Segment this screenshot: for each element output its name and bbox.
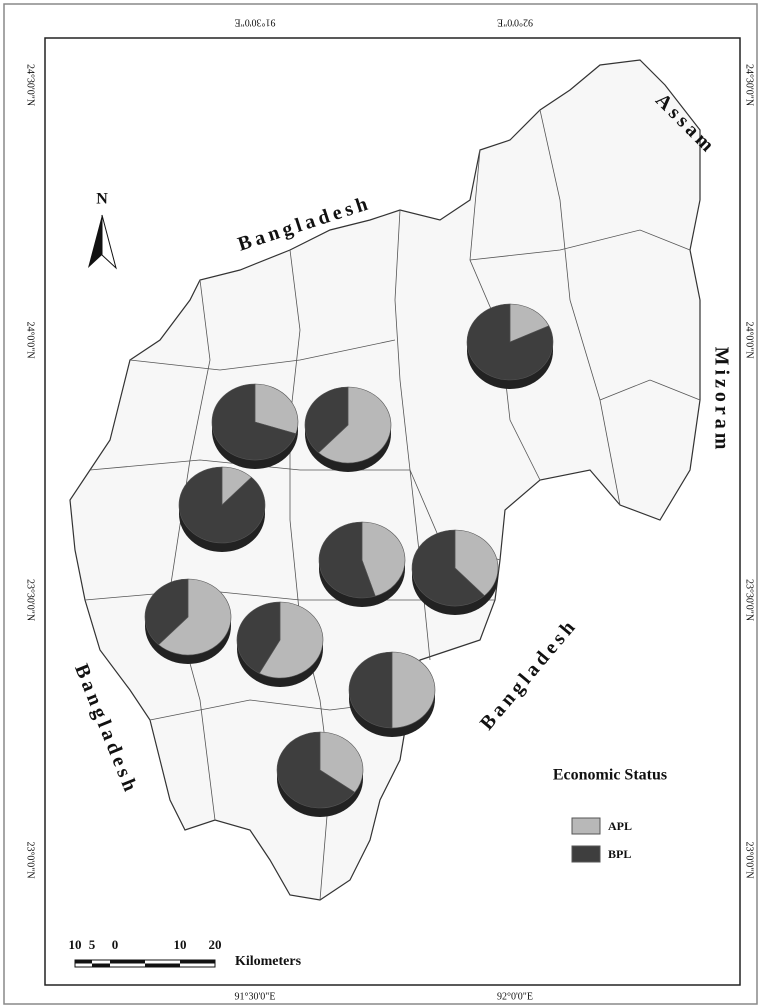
latitude-label: 24°30'0"N <box>744 64 755 106</box>
pie-slice <box>276 731 356 809</box>
pie-slice <box>304 386 349 454</box>
pie <box>318 521 406 607</box>
pie-slice <box>509 303 550 343</box>
latitude-label: 23°0'0"N <box>25 841 36 878</box>
north-arrow: N <box>88 191 117 270</box>
pie-slice <box>178 466 266 544</box>
pie-slice <box>348 651 393 729</box>
pie-slice <box>361 521 406 597</box>
longitude-label: 91°30'0"E <box>235 17 276 28</box>
pie <box>236 601 324 687</box>
pie <box>304 386 392 472</box>
pie <box>466 303 554 389</box>
pie-slice <box>158 578 232 656</box>
outer-frame <box>3 3 758 1005</box>
legend-swatch <box>571 845 601 863</box>
latitude-label: 24°0'0"N <box>25 321 36 358</box>
pie-slice <box>254 383 299 435</box>
latitude-label: 24°30'0"N <box>25 64 36 106</box>
legend: Economic Status APL BPL <box>553 767 667 863</box>
legend-label: APL <box>608 819 632 833</box>
pie-slice <box>466 303 554 381</box>
legend-title: Economic Status <box>553 767 667 784</box>
pie-slice <box>258 601 324 679</box>
pie <box>211 383 299 469</box>
scale-tick-label: 10 <box>69 937 82 952</box>
pie-slice <box>144 578 189 646</box>
longitude-label: 92°0'0"E <box>497 991 533 1002</box>
pie-slice <box>236 601 281 674</box>
pie <box>144 578 232 664</box>
pie-slice <box>454 529 499 597</box>
latitude-label: 24°0'0"N <box>744 321 755 358</box>
latitude-label: 23°0'0"N <box>744 841 755 878</box>
longitude-label: 92°0'0"E <box>497 17 533 28</box>
pie-slice <box>318 386 392 464</box>
pie <box>411 529 499 615</box>
pie <box>276 731 364 817</box>
latitude-label: 23°30'0"N <box>744 579 755 621</box>
north-label: N <box>96 191 108 208</box>
legend-label: BPL <box>608 847 631 861</box>
scale-bar: Kilometers <box>74 954 302 969</box>
legend-swatch <box>571 817 601 835</box>
pie-slice <box>319 731 364 793</box>
pie-slice <box>391 651 436 729</box>
latitude-label: 23°30'0"N <box>25 579 36 621</box>
scale-tick-label: 0 <box>112 937 119 952</box>
scale-tick-label: 5 <box>89 937 96 952</box>
longitude-label: 91°30'0"E <box>235 991 276 1002</box>
scale-tick-label: 20 <box>209 937 222 952</box>
scale-unit: Kilometers <box>235 954 302 969</box>
pie <box>348 651 436 737</box>
region-label: Mizoram <box>710 347 732 454</box>
pie-slice <box>411 529 485 607</box>
scale-tick-label: 10 <box>174 937 187 952</box>
pie <box>178 466 266 552</box>
pie-slice <box>318 521 376 599</box>
pie-slice <box>211 383 297 461</box>
